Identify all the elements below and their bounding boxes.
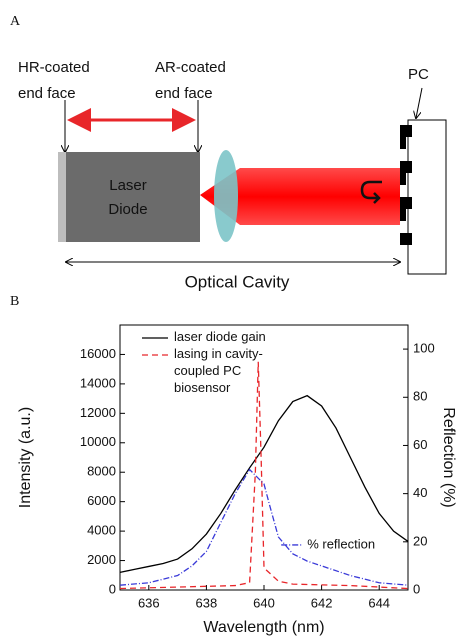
y-tick-label: 12000 <box>80 405 116 420</box>
series-line <box>119 468 409 586</box>
legend: laser diode gain lasing in cavity-coupled… <box>142 328 292 396</box>
legend-label: lasing in cavity-coupled PC biosensor <box>174 346 263 395</box>
x-tick-label: 638 <box>196 595 218 610</box>
hr-label: HR-coated <box>18 59 90 76</box>
y-tick-label: 10000 <box>80 434 116 449</box>
lens <box>214 150 238 242</box>
laser-beam <box>200 168 400 225</box>
y-tick-label: 6000 <box>87 493 116 508</box>
pc-label: PC <box>408 66 429 83</box>
y-tick-label: 16000 <box>80 346 116 361</box>
series-line <box>119 361 409 590</box>
x-tick-label: 642 <box>311 595 333 610</box>
x-tick-label: 636 <box>138 595 160 610</box>
y2-tick-label: 40 <box>413 485 427 500</box>
photonic-crystal <box>407 119 447 275</box>
legend-swatch <box>142 354 168 356</box>
y-tick-label: 0 <box>109 581 116 596</box>
pointer <box>416 87 423 118</box>
y2-axis-label: Reflection (%) <box>440 407 457 507</box>
cavity-label: Optical Cavity <box>185 272 290 291</box>
series-label: % reflection <box>307 536 375 551</box>
return-arrow <box>360 180 382 204</box>
legend-swatch <box>142 337 168 339</box>
y2-tick-label: 80 <box>413 389 427 404</box>
x-axis-label: Wavelength (nm) <box>203 619 324 636</box>
legend-item: laser diode gain <box>142 328 292 345</box>
y2-tick-label: 20 <box>413 533 427 548</box>
y-tick-label: 8000 <box>87 464 116 479</box>
legend-item: lasing in cavity-coupled PC biosensor <box>142 345 292 396</box>
panel-label: B <box>10 294 19 309</box>
y-tick-label: 2000 <box>87 552 116 567</box>
y-tick-label: 14000 <box>80 375 116 390</box>
laser-diode <box>58 152 200 242</box>
y-axis-label: Intensity (a.u.) <box>17 407 34 508</box>
y2-tick-label: 100 <box>413 341 435 356</box>
panel-label: A <box>10 14 21 29</box>
diode-label: Laser <box>109 177 147 194</box>
grating <box>400 125 412 245</box>
hr-label: end face <box>18 85 76 102</box>
hr-facet <box>58 152 66 242</box>
y2-tick-label: 0 <box>413 581 420 596</box>
ar-label: end face <box>155 85 213 102</box>
series-line <box>119 394 409 573</box>
legend-label: laser diode gain <box>174 329 266 344</box>
y-tick-label: 4000 <box>87 523 116 538</box>
ar-label: AR-coated <box>155 59 226 76</box>
x-tick-label: 644 <box>368 595 390 610</box>
diode-label: Diode <box>108 201 147 218</box>
y2-tick-label: 60 <box>413 437 427 452</box>
chart: 636 638 640 642 644 0 2000 4000 6000 8000 10000 120… <box>17 324 457 636</box>
x-tick-label: 640 <box>253 595 275 610</box>
